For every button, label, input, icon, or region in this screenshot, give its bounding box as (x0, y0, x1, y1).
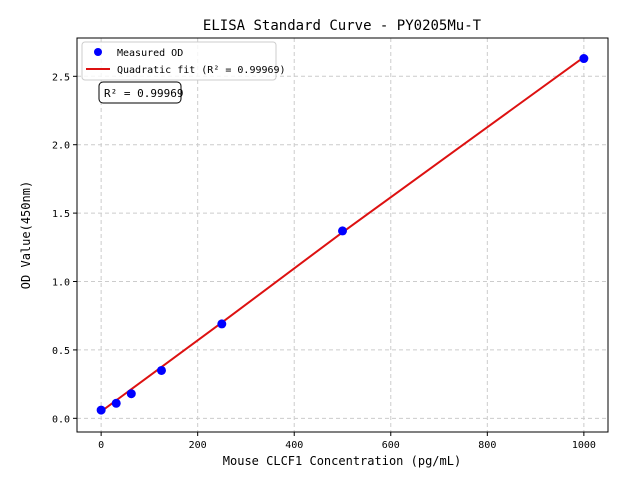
y-tick-label: 0.5 (52, 346, 70, 357)
legend-marker-measured (94, 48, 102, 56)
x-tick-label: 600 (382, 440, 400, 451)
x-tick-label: 400 (285, 440, 303, 451)
legend: Measured OD Quadratic fit (R² = 0.99969) (81, 41, 286, 81)
data-point (338, 226, 347, 236)
legend-label-fit: Quadratic fit (R² = 0.99969) (117, 65, 286, 76)
y-tick-label: 2.5 (52, 72, 70, 83)
grid (77, 38, 608, 432)
marks (96, 54, 589, 415)
y-tick-label: 0.0 (52, 414, 70, 425)
x-tick-label: 1000 (572, 440, 596, 451)
chart-title: ELISA Standard Curve - PY0205Mu-T (203, 18, 482, 34)
y-tick-label: 1.5 (52, 209, 70, 220)
data-point (96, 405, 106, 415)
data-point (579, 54, 589, 64)
y-axis-label: OD Value(450nm) (19, 181, 33, 289)
x-tick-label: 0 (98, 440, 104, 451)
r2-annotation: R² = 0.99969 (98, 81, 183, 104)
r2-annotation-text: R² = 0.99969 (104, 87, 183, 100)
axes-frame (76, 37, 609, 433)
data-point (156, 365, 166, 375)
legend-label-measured: Measured OD (117, 48, 183, 59)
y-tick-label: 1.0 (52, 278, 70, 289)
y-tick-label: 2.0 (52, 141, 70, 152)
data-point (217, 319, 227, 329)
ticks: 0 200 400 600 800 1000 0.0 0.5 1.0 1.5 2.0 2.5 (52, 72, 596, 451)
data-point (111, 398, 121, 408)
x-axis-label: Mouse CLCF1 Concentration (pg/mL) (223, 454, 461, 468)
x-tick-label: 200 (189, 440, 207, 451)
data-point (126, 389, 136, 399)
x-tick-label: 800 (478, 440, 496, 451)
